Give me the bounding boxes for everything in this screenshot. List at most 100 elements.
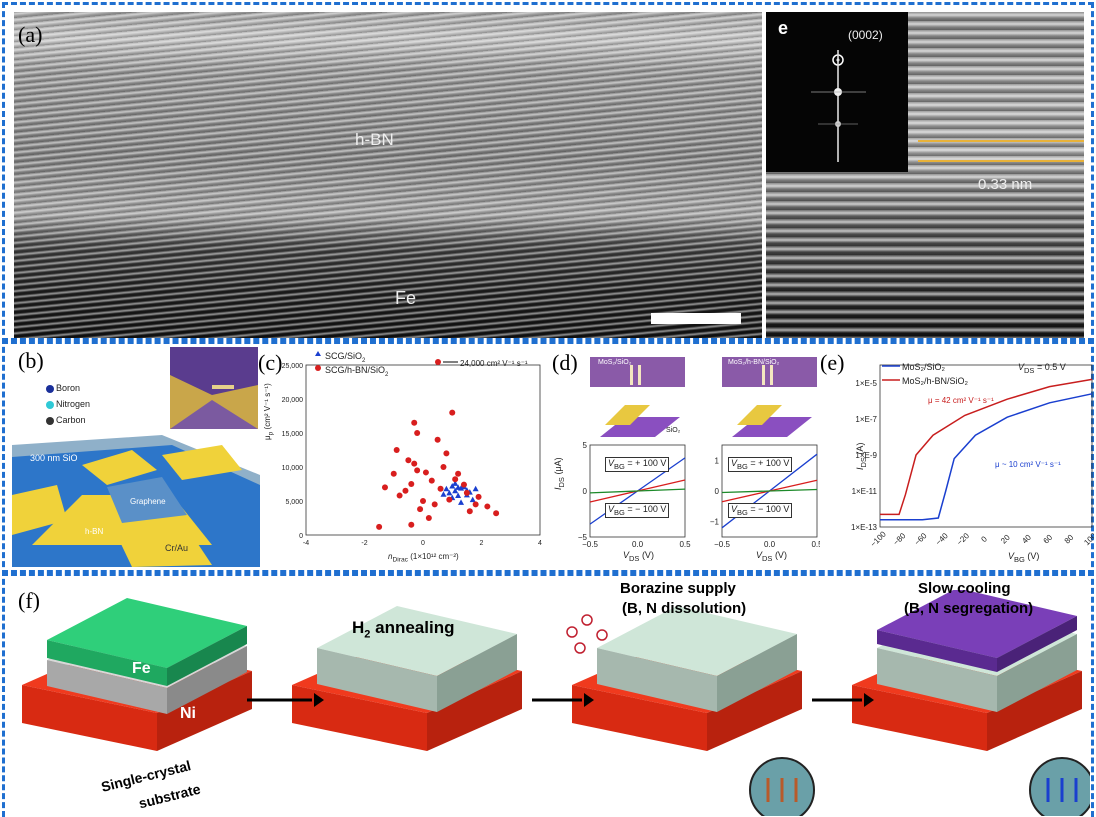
device-contact-0 xyxy=(605,405,650,425)
iv-plots-d: 50−5−0.50.00.510−1−0.50.00.5 xyxy=(578,357,820,549)
point-scg-sio2 xyxy=(440,491,447,497)
block2-top-1 xyxy=(317,606,517,676)
mu-blue: μ ~ 10 cm² V⁻¹ s⁻¹ xyxy=(995,460,1061,469)
xtick-e: 80 xyxy=(1063,533,1076,546)
ylabel-d: IDS (μA) xyxy=(553,457,566,490)
step-borazine: Borazine supply xyxy=(620,580,736,597)
block2-right-0 xyxy=(427,671,522,751)
point-scg-hbn xyxy=(381,484,388,491)
legend-carbon: Carbon xyxy=(56,415,86,425)
xtick-d: 0.5 xyxy=(679,540,691,549)
ytick-c: 15,000 xyxy=(282,431,304,438)
arrow-head-1 xyxy=(584,693,594,707)
block2-left-1 xyxy=(317,648,437,712)
legend-e-blue: MoS₂/SiO₂ xyxy=(902,362,945,372)
block1-right-2 xyxy=(167,626,247,686)
fft-pattern xyxy=(811,50,866,162)
sio2-device-label: SiO₂ xyxy=(666,427,681,434)
point-scg-hbn xyxy=(428,477,435,484)
graphene-label: Graphene xyxy=(130,497,166,506)
device-schematic xyxy=(12,345,260,567)
process-diagram xyxy=(22,590,1090,816)
vbg-bot-right: VBG = − 100 V xyxy=(728,503,793,518)
plot-frame-d-0 xyxy=(589,444,686,538)
frame-bottom xyxy=(2,570,1094,817)
panel-label-e: (e) xyxy=(820,350,845,375)
point-scg-hbn xyxy=(446,496,453,503)
step-h2-annealing: H2 annealing xyxy=(352,618,455,641)
device-electrode-b-0 xyxy=(638,365,641,385)
point-scg-hbn xyxy=(408,521,415,528)
xtick-e: −80 xyxy=(891,531,907,547)
xtick-c: 2 xyxy=(480,540,484,547)
ytick-d: −5 xyxy=(578,533,588,542)
device-electrode-a-1 xyxy=(762,365,765,385)
xtick-e: 40 xyxy=(1020,533,1033,546)
borazine-molecule-1 xyxy=(581,614,593,626)
xtick-d: −0.5 xyxy=(714,540,730,549)
xtick-c: 0 xyxy=(421,540,425,547)
block4-left-2 xyxy=(877,630,997,672)
transfer-curve xyxy=(880,378,1093,516)
point-scg-hbn xyxy=(422,469,429,476)
vbg-bot-left: VBG = − 100 V xyxy=(605,503,670,518)
block3-top-1 xyxy=(597,606,797,676)
ytick-d: 5 xyxy=(583,441,588,450)
hbn-label: h-BN xyxy=(355,130,394,149)
arrow-head-0 xyxy=(314,693,324,707)
point-scg-hbn xyxy=(425,515,432,521)
yellow-line-2 xyxy=(918,160,1084,162)
point-scg-hbn xyxy=(420,498,426,504)
ytick-d: 1 xyxy=(715,456,720,465)
block2-right-1 xyxy=(437,634,517,712)
xlabel-e: VBG (V) xyxy=(1008,551,1040,564)
transfer-curve xyxy=(880,393,1093,521)
electrode-label: Cr/Au xyxy=(165,543,189,553)
point-scg-hbn xyxy=(437,485,444,492)
tag-mos2-sio2: MoS₂/SiO₂ xyxy=(598,359,632,366)
tem-image-a xyxy=(14,12,762,338)
block3-right-1 xyxy=(717,634,797,712)
block1-left-0 xyxy=(22,685,157,751)
mu-red: μ = 42 cm² V⁻¹ s⁻¹ xyxy=(928,396,994,405)
inset-label-e: e xyxy=(778,18,789,38)
xtick-d: 0.0 xyxy=(632,540,644,549)
annotation-24000: 24,000 cm² V⁻¹ s⁻¹ xyxy=(460,359,528,368)
point-scg-hbn xyxy=(443,450,450,457)
ytick-c: 0 xyxy=(299,533,303,540)
xlabel-d-right: VDS (V) xyxy=(756,550,787,563)
borazine-molecule-2 xyxy=(596,629,608,641)
ytick-d: −1 xyxy=(710,518,720,527)
ytick-d: 0 xyxy=(715,487,720,496)
device-photo-1 xyxy=(722,357,817,387)
xtick-e: 60 xyxy=(1042,533,1055,546)
point-scg-hbn xyxy=(434,436,441,443)
annot-marker xyxy=(435,359,441,365)
xtick-d: 0.5 xyxy=(811,540,820,549)
panel-label-f: (f) xyxy=(18,588,40,613)
ytick-e: 1×E-7 xyxy=(855,415,877,424)
iv-curve xyxy=(589,488,686,494)
block1-right-1 xyxy=(167,646,247,714)
point-scg-hbn xyxy=(414,430,421,436)
legend-marker-red xyxy=(315,365,321,371)
point-scg-hbn xyxy=(452,476,459,483)
point-scg-sio2 xyxy=(446,489,453,496)
panel-label-d: (d) xyxy=(552,350,578,375)
point-scg-hbn xyxy=(493,510,500,517)
panel-label-a: (a) xyxy=(18,22,43,47)
point-scg-hbn xyxy=(396,492,403,499)
vbg-top-right: VBG = + 100 V xyxy=(728,457,793,472)
ytick-c: 10,000 xyxy=(282,465,304,472)
device-photo-0 xyxy=(590,357,685,387)
fe-label: Fe xyxy=(395,288,417,308)
point-scg-hbn xyxy=(466,508,473,515)
ni-layer-label: Ni xyxy=(180,705,196,722)
point-scg-sio2 xyxy=(452,480,459,486)
point-scg-hbn xyxy=(390,470,397,477)
ytick-e: 1×E-5 xyxy=(855,379,877,388)
ytick-c: 20,000 xyxy=(282,397,304,404)
ylabel-c: μp (cm² V⁻¹ s⁻¹) xyxy=(263,383,275,440)
xtick-e: 100 xyxy=(1082,531,1094,547)
xtick-d: 0.0 xyxy=(764,540,776,549)
